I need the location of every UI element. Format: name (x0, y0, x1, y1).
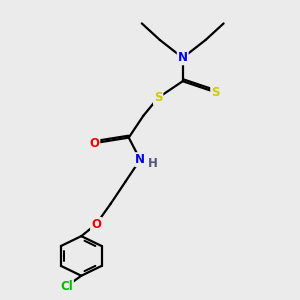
Text: S: S (154, 91, 162, 104)
Text: O: O (89, 136, 99, 150)
Text: O: O (91, 218, 101, 231)
Text: H: H (148, 157, 158, 170)
Text: S: S (211, 86, 220, 99)
Text: Cl: Cl (60, 280, 73, 293)
Text: N: N (178, 51, 188, 64)
Text: N: N (135, 153, 145, 166)
